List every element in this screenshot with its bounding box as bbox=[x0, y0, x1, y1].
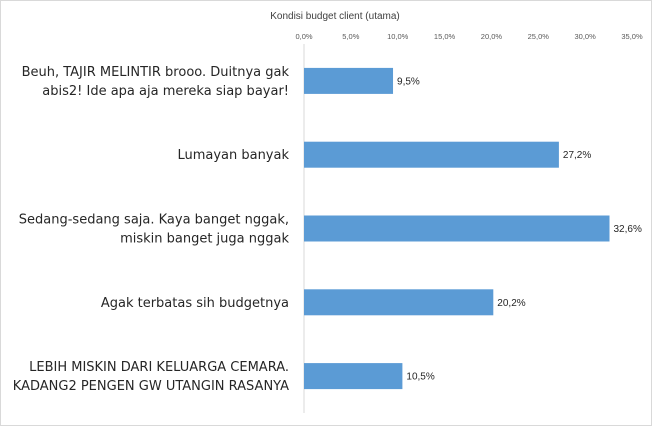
data-label: 32,6% bbox=[614, 224, 642, 235]
bar bbox=[304, 215, 610, 242]
data-label: 27,2% bbox=[563, 150, 591, 161]
x-tick-label: 35,0% bbox=[621, 32, 643, 41]
category-label: abis2! Ide apa aja mereka siap bayar! bbox=[42, 84, 289, 99]
category-label: Agak terbatas sih budgetnya bbox=[101, 296, 289, 311]
bar bbox=[304, 141, 559, 168]
x-tick-label: 20,0% bbox=[481, 32, 503, 41]
bar bbox=[304, 363, 403, 390]
category-label: miskin banget juga nggak bbox=[120, 232, 289, 247]
x-tick-label: 10,0% bbox=[387, 32, 409, 41]
x-tick-label: 30,0% bbox=[575, 32, 597, 41]
category-label: KADANG2 PENGEN GW UTANGIN RASANYA bbox=[13, 379, 289, 394]
data-label: 10,5% bbox=[406, 372, 434, 383]
x-tick-label: 5,0% bbox=[342, 32, 359, 41]
category-label: LEBIH MISKIN DARI KELUARGA CEMARA. bbox=[29, 360, 289, 375]
bar bbox=[304, 289, 494, 316]
category-label: Sedang-sedang saja. Kaya banget nggak, bbox=[19, 213, 289, 228]
category-label: Lumayan banyak bbox=[177, 148, 289, 163]
x-tick-label: 25,0% bbox=[528, 32, 550, 41]
data-label: 20,2% bbox=[497, 298, 525, 309]
x-tick-label: 0,0% bbox=[295, 32, 312, 41]
x-tick-label: 15,0% bbox=[434, 32, 456, 41]
chart-title: Kondisi budget client (utama) bbox=[270, 11, 400, 22]
bar bbox=[304, 67, 394, 94]
data-label: 9,5% bbox=[397, 76, 420, 87]
category-label: Beuh, TAJIR MELINTIR brooo. Duitnya gak bbox=[22, 65, 290, 80]
